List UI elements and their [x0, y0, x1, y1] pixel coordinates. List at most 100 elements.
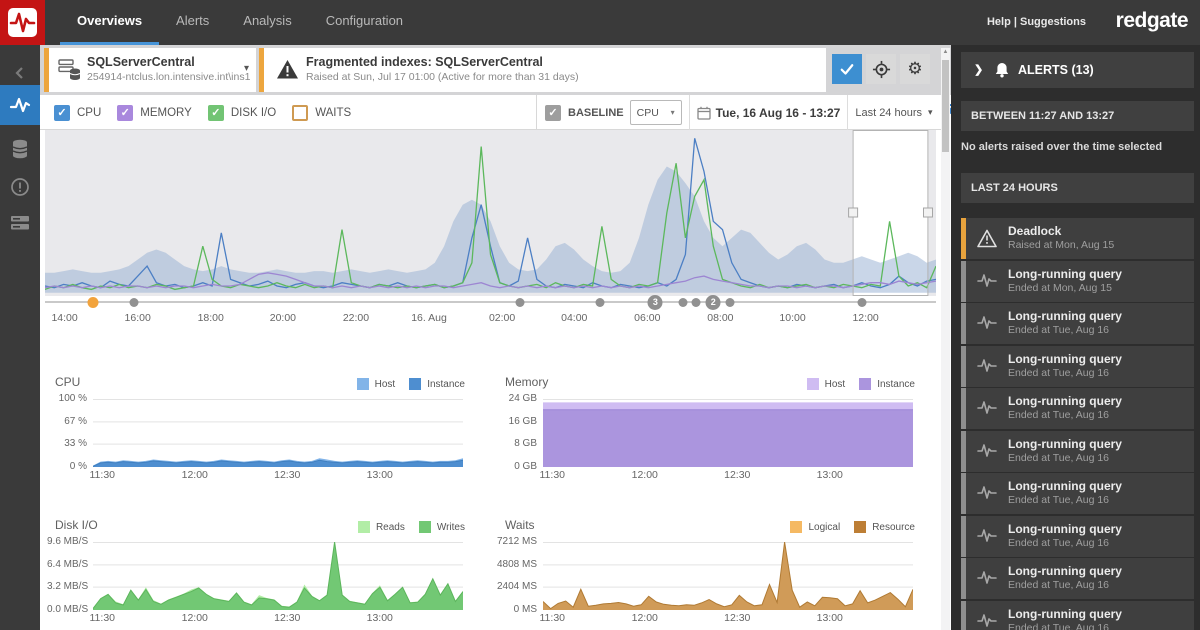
x-tick-label: 12:30 — [274, 612, 301, 624]
chart-legend: Logical Resource — [776, 521, 915, 533]
checkbox-box: ✓ — [207, 104, 224, 121]
legend-item: Resource — [854, 521, 915, 533]
vertical-scrollbar[interactable]: ▲ — [941, 48, 950, 630]
legend-item: Instance — [859, 378, 915, 390]
alert-cluster-marker[interactable]: 3 — [647, 295, 663, 310]
alert-item-query[interactable]: Long-running query Ended at Mon, Aug 15 — [961, 260, 1194, 302]
alert-item-query[interactable]: Long-running query Ended at Tue, Aug 16 — [961, 430, 1194, 472]
y-axis-labels: 24 GB 16 GB 8 GB 0 GB — [497, 393, 541, 472]
settings-button[interactable]: ⚙ — [900, 54, 930, 84]
legend-swatch — [409, 378, 422, 390]
rail-item-alerts[interactable] — [0, 167, 40, 207]
bell-icon — [994, 62, 1010, 84]
x-axis-labels: 11:30 12:00 12:30 13:00 — [539, 612, 913, 626]
chart-title: Memory — [505, 375, 549, 389]
overview-timeline-chart[interactable] — [45, 130, 936, 296]
pulse-icon — [977, 399, 997, 420]
alert-item-query[interactable]: Long-running query Ended at Tue, Aug 16 — [961, 515, 1194, 557]
main-content: SQLServerCentral 254914-ntclus.lon.inten… — [40, 45, 960, 630]
help-suggestions-link[interactable]: Help | Suggestions — [986, 16, 1086, 28]
x-tick-label: 18:00 — [197, 312, 224, 324]
tab-analysis[interactable]: Analysis — [243, 13, 292, 28]
alerts-title: ALERTS (13) — [1018, 63, 1094, 77]
timeline-line — [45, 301, 936, 303]
alert-item-deadlock[interactable]: Deadlock Raised at Mon, Aug 15 — [961, 218, 1194, 259]
collapse-sidebar-button[interactable] — [0, 53, 40, 93]
y-axis-labels: 7212 MS 4808 MS 2404 MS 0 MS — [497, 536, 541, 615]
rail-item-databases[interactable] — [0, 129, 40, 169]
x-tick-label: 12:00 — [631, 469, 658, 481]
alert-marker[interactable] — [857, 298, 867, 307]
alert-cluster-marker[interactable]: 2 — [705, 295, 721, 310]
tab-alerts[interactable]: Alerts — [176, 13, 210, 28]
tab-overviews[interactable]: Overviews — [60, 0, 160, 45]
header-strip: SQLServerCentral 254914-ntclus.lon.inten… — [40, 45, 951, 95]
scroll-up-arrow[interactable]: ▲ — [942, 49, 949, 55]
metric-checkbox-diskio[interactable]: ✓ DISK I/O — [207, 104, 276, 121]
x-tick-label: 11:30 — [539, 612, 566, 624]
chart-title: Waits — [505, 518, 535, 532]
date-range-picker[interactable]: Tue, 16 Aug 16 - 13:27 — [715, 105, 841, 120]
cpu-chart[interactable] — [93, 399, 463, 467]
legend-label: Host — [374, 378, 396, 390]
pulse-icon — [977, 314, 997, 335]
alert-item-query[interactable]: Long-running query Ended at Tue, Aug 16 — [961, 345, 1194, 387]
chevron-left-icon — [15, 67, 23, 79]
server-selector[interactable]: SQLServerCentral 254914-ntclus.lon.inten… — [44, 48, 256, 92]
y-axis-labels: 100 % 67 % 33 % 0 % — [47, 393, 91, 472]
legend-label: Instance — [427, 378, 465, 390]
waits-chart[interactable] — [543, 542, 913, 610]
alert-marker[interactable] — [515, 298, 525, 307]
baseline-controls: ✓ BASELINE CPU ▾ Tue, 16 Aug 16 - 13:27 … — [545, 95, 962, 130]
alerts-header[interactable]: ❯ ALERTS (13) — [961, 52, 1194, 88]
alert-item-subtitle: Raised at Mon, Aug 15 — [1008, 239, 1115, 251]
legend-item: Host — [356, 378, 396, 390]
metric-checkbox-waits[interactable]: WAITS — [292, 104, 351, 121]
x-tick-label: 04:00 — [561, 312, 588, 324]
alert-item-query[interactable]: Long-running query Ended at Tue, Aug 16 — [961, 303, 1194, 344]
metric-checkbox-cpu[interactable]: ✓ CPU — [54, 104, 101, 121]
rail-item-servers[interactable] — [0, 203, 40, 243]
alert-marker[interactable] — [87, 297, 99, 308]
metric-label: MEMORY — [140, 106, 192, 119]
divider — [847, 95, 849, 130]
baseline-checkbox[interactable]: ✓ — [545, 104, 561, 121]
x-tick-label: 13:00 — [366, 612, 393, 624]
alert-item-query[interactable]: Long-running query Ended at Tue, Aug 16 — [961, 388, 1194, 429]
alert-marker[interactable] — [725, 298, 735, 307]
alert-item-query[interactable]: Long-running query Ended at Tue, Aug 16 — [961, 473, 1194, 514]
alert-marker[interactable] — [691, 298, 701, 307]
app-logo[interactable] — [0, 0, 45, 45]
rail-item-overview[interactable] — [0, 85, 40, 125]
baseline-metric-select[interactable]: CPU ▾ — [629, 100, 682, 125]
alert-banner[interactable]: Fragmented indexes: SQLServerCentral Rai… — [259, 48, 826, 92]
chart-legend: Host Instance — [343, 378, 465, 390]
x-tick-label: 08:00 — [707, 312, 734, 324]
alert-marker[interactable] — [129, 298, 139, 307]
pulse-icon — [977, 442, 997, 463]
alert-item-query[interactable]: Long-running query Ended at Tue, Aug 16 — [961, 600, 1194, 630]
alert-marker[interactable] — [678, 298, 688, 307]
alert-circle-icon — [11, 178, 29, 196]
time-window-select[interactable]: Last 24 hours — [855, 106, 922, 119]
y-tick-label: 3.2 MB/S — [47, 581, 89, 593]
confirm-button[interactable] — [832, 54, 862, 84]
alert-marker[interactable] — [595, 298, 605, 307]
timeline-tick-labels: 14:00 16:00 18:00 20:00 22:00 16. Aug 02:00 04:… — [45, 312, 936, 326]
metric-checkbox-memory[interactable]: ✓ MEMORY — [117, 104, 192, 121]
memory-chart[interactable] — [543, 399, 913, 467]
warning-triangle-icon — [276, 59, 299, 85]
x-tick-label: 16. Aug — [411, 312, 447, 324]
legend-label: Logical — [808, 521, 841, 533]
tab-configuration[interactable]: Configuration — [325, 13, 404, 28]
alert-item-query[interactable]: Long-running query Ended at Tue, Aug 16 — [961, 558, 1194, 599]
alerts-last24-header: LAST 24 HOURS — [961, 173, 1194, 203]
y-tick-label: 9.6 MB/S — [47, 536, 89, 547]
scrollbar-thumb[interactable] — [942, 60, 949, 152]
alert-item-title: Long-running query — [1008, 606, 1122, 621]
checkbox-box — [292, 104, 309, 121]
y-tick-label: 0 % — [69, 461, 87, 472]
disk-chart[interactable] — [93, 542, 463, 610]
alert-item-title: Long-running query — [1008, 564, 1122, 578]
focus-button[interactable] — [866, 54, 896, 84]
